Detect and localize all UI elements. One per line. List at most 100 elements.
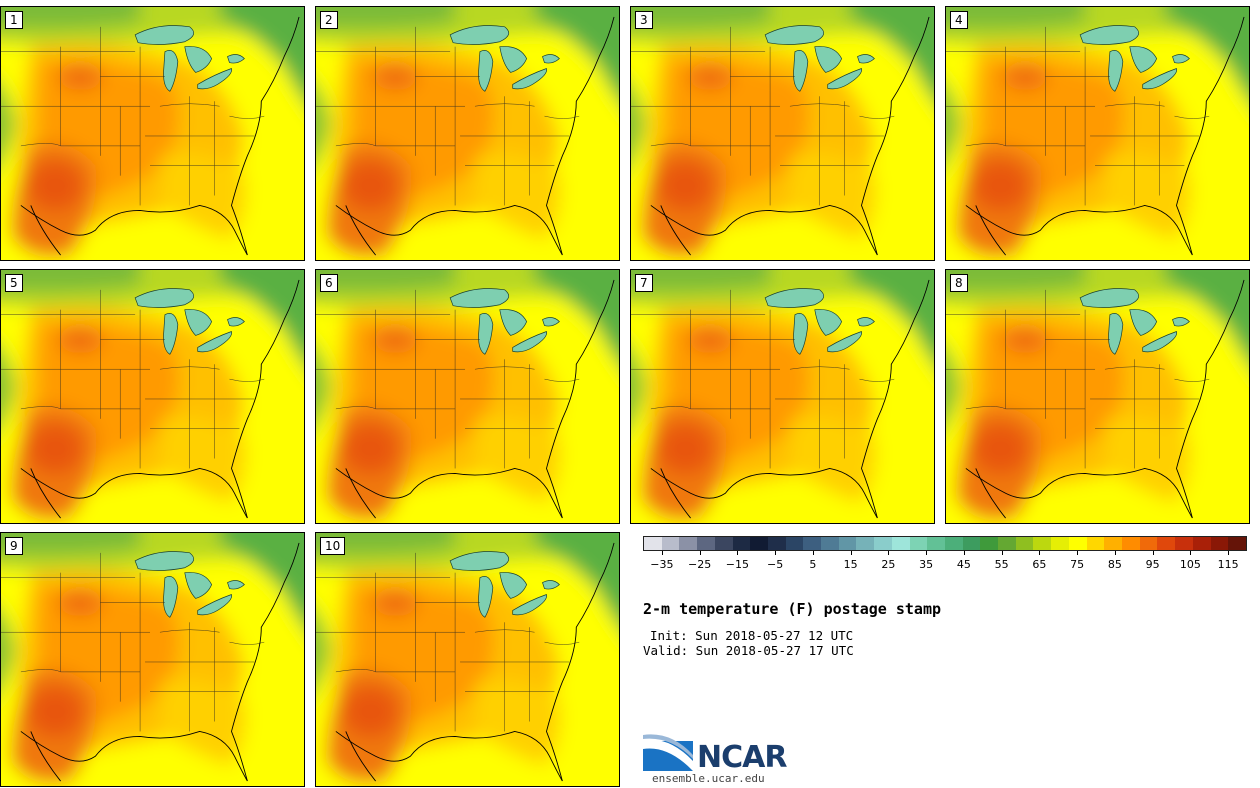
colorbar-segment bbox=[750, 537, 768, 550]
colorbar-tick-label: 35 bbox=[919, 558, 934, 571]
ncar-logo-text: NCAR bbox=[697, 740, 787, 775]
colorbar-segment bbox=[1051, 537, 1069, 550]
temperature-colorbar bbox=[643, 536, 1247, 551]
panel-number: 7 bbox=[635, 274, 653, 292]
colorbar-tick-label: 25 bbox=[881, 558, 896, 571]
colorbar-segment bbox=[1086, 537, 1105, 550]
colorbar-tick-mark bbox=[963, 551, 965, 555]
colorbar-tick-mark bbox=[1039, 551, 1041, 555]
colorbar-segment bbox=[1015, 537, 1034, 550]
map-panel-6[interactable]: 6 bbox=[315, 269, 620, 524]
colorbar-tick-mark bbox=[1190, 551, 1192, 555]
ncar-logo-icon bbox=[643, 734, 693, 771]
colorbar-tick-label: 75 bbox=[1070, 558, 1085, 571]
colorbar-segment bbox=[679, 537, 698, 550]
colorbar-segment bbox=[644, 537, 662, 550]
colorbar-tick-mark bbox=[661, 551, 663, 555]
temperature-map bbox=[316, 7, 619, 260]
temperature-map bbox=[1, 533, 304, 786]
colorbar-tick-mark bbox=[775, 551, 777, 555]
colorbar-tick-mark bbox=[1228, 551, 1230, 555]
colorbar-segment bbox=[874, 537, 892, 550]
colorbar-segment bbox=[1210, 537, 1229, 550]
panel-number: 9 bbox=[5, 537, 23, 555]
map-panel-7[interactable]: 7 bbox=[630, 269, 935, 524]
colorbar-tick-mark bbox=[812, 551, 814, 555]
colorbar-tick-mark bbox=[850, 551, 852, 555]
colorbar-tick-mark bbox=[699, 551, 701, 555]
colorbar-segment bbox=[1228, 537, 1246, 550]
colorbar-segment bbox=[803, 537, 822, 550]
colorbar-segment bbox=[927, 537, 945, 550]
colorbar-segment bbox=[998, 537, 1016, 550]
colorbar-tick-label: 5 bbox=[809, 558, 817, 571]
panel-number: 10 bbox=[320, 537, 346, 555]
colorbar-tick-label: 115 bbox=[1217, 558, 1239, 571]
colorbar-segment bbox=[1104, 537, 1122, 550]
panel-number: 6 bbox=[320, 274, 338, 292]
plot-title: 2-m temperature (F) postage stamp bbox=[643, 600, 942, 618]
colorbar-segment bbox=[1175, 537, 1193, 550]
colorbar-tick-mark bbox=[888, 551, 890, 555]
colorbar-segment bbox=[714, 537, 733, 550]
map-panel-9[interactable]: 9 bbox=[0, 532, 305, 787]
colorbar-segment bbox=[697, 537, 715, 550]
panel-number: 2 bbox=[320, 11, 338, 29]
temperature-map bbox=[631, 7, 934, 260]
colorbar-segment bbox=[1033, 537, 1052, 550]
valid-time: Valid: Sun 2018-05-27 17 UTC bbox=[643, 643, 854, 658]
colorbar-tick-label: 105 bbox=[1179, 558, 1201, 571]
temperature-map bbox=[316, 270, 619, 523]
colorbar-tick-mark bbox=[1152, 551, 1154, 555]
colorbar-tick-mark bbox=[926, 551, 928, 555]
colorbar-segment bbox=[1157, 537, 1176, 550]
map-panel-10[interactable]: 10 bbox=[315, 532, 620, 787]
colorbar-tick-mark bbox=[1077, 551, 1079, 555]
colorbar-tick-label: −35 bbox=[650, 558, 674, 571]
colorbar-segment bbox=[732, 537, 751, 550]
colorbar-segment bbox=[767, 537, 786, 550]
panel-number: 3 bbox=[635, 11, 653, 29]
colorbar-tick-label: 65 bbox=[1032, 558, 1047, 571]
colorbar-tick-label: 85 bbox=[1107, 558, 1122, 571]
temperature-map bbox=[631, 270, 934, 523]
colorbar-segment bbox=[1139, 537, 1158, 550]
colorbar-tick-mark bbox=[1114, 551, 1116, 555]
colorbar-ticks: −35 −25 −15 −5 5 15 25 35 45 55 65 75 85 95 105 115 bbox=[643, 551, 1247, 581]
ncar-url: ensemble.ucar.edu bbox=[652, 772, 765, 785]
colorbar-tick-label: 55 bbox=[994, 558, 1009, 571]
map-panel-2[interactable]: 2 bbox=[315, 6, 620, 261]
colorbar-tick-label: −15 bbox=[725, 558, 749, 571]
init-time: Init: Sun 2018-05-27 12 UTC bbox=[650, 628, 854, 643]
colorbar-tick-mark bbox=[1001, 551, 1003, 555]
map-panel-4[interactable]: 4 bbox=[945, 6, 1250, 261]
colorbar-tick-label: −25 bbox=[688, 558, 712, 571]
colorbar-segment bbox=[821, 537, 839, 550]
colorbar-segment bbox=[1192, 537, 1211, 550]
colorbar-segment bbox=[1068, 537, 1087, 550]
colorbar-segment bbox=[856, 537, 875, 550]
colorbar-segment bbox=[944, 537, 963, 550]
colorbar-tick-label: 95 bbox=[1145, 558, 1160, 571]
colorbar-segment bbox=[909, 537, 928, 550]
temperature-map bbox=[946, 270, 1249, 523]
temperature-map bbox=[316, 533, 619, 786]
panel-number: 4 bbox=[950, 11, 968, 29]
panel-number: 5 bbox=[5, 274, 23, 292]
map-panel-3[interactable]: 3 bbox=[630, 6, 935, 261]
colorbar-segment bbox=[661, 537, 680, 550]
colorbar-segment bbox=[785, 537, 804, 550]
colorbar-segment bbox=[838, 537, 857, 550]
colorbar-tick-label: 15 bbox=[843, 558, 858, 571]
temperature-map bbox=[1, 270, 304, 523]
colorbar-segment bbox=[891, 537, 910, 550]
map-panel-1[interactable]: 1 bbox=[0, 6, 305, 261]
map-panel-8[interactable]: 8 bbox=[945, 269, 1250, 524]
colorbar-tick-label: 45 bbox=[956, 558, 971, 571]
panel-number: 1 bbox=[5, 11, 23, 29]
colorbar-segment bbox=[980, 537, 999, 550]
map-panel-5[interactable]: 5 bbox=[0, 269, 305, 524]
colorbar-segment bbox=[962, 537, 981, 550]
colorbar-segment bbox=[1121, 537, 1140, 550]
temperature-map bbox=[946, 7, 1249, 260]
